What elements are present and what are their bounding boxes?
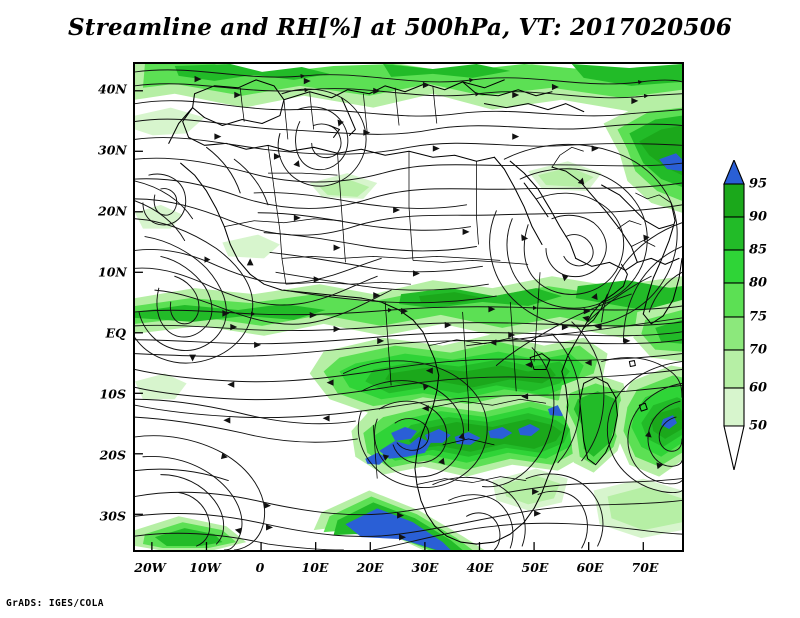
colorbar-seg-60-70 — [723, 349, 745, 389]
x-tick-label-0: 20W — [134, 560, 166, 575]
y-tick-label-5: 10S — [99, 386, 126, 402]
y-tick-label-6: 20S — [99, 447, 126, 463]
streamline-arrowheads — [189, 75, 664, 541]
axis-ticks — [135, 90, 644, 550]
rh-region-congo — [309, 333, 608, 414]
x-tick-label-5: 30E — [411, 560, 439, 575]
colorbar-label-80: 80 — [749, 275, 768, 291]
rh-cores-blue — [365, 404, 570, 465]
colorbar — [723, 160, 745, 470]
colorbar-label-75: 75 — [749, 309, 768, 325]
y-tick-label-1: 30N — [98, 142, 127, 158]
x-tick-label-3: 10E — [301, 560, 329, 575]
x-tick-label-8: 60E — [576, 560, 604, 575]
colorbar-label-95: 95 — [749, 176, 768, 192]
colorbar-label-60: 60 — [749, 380, 768, 396]
colorbar-seg-50-60 — [723, 387, 745, 427]
x-tick-label-2: 0 — [255, 560, 265, 575]
colorbar-labels: 95 90 85 80 75 70 60 50 — [749, 160, 797, 470]
colorbar-label-90: 90 — [749, 209, 768, 225]
y-tick-label-4: EQ — [105, 325, 126, 341]
y-tick-label-7: 30S — [99, 508, 126, 524]
rh-shading-layer — [135, 64, 682, 550]
colorbar-label-50: 50 — [749, 418, 768, 434]
colorbar-under-arrow — [723, 425, 745, 470]
colorbar-label-70: 70 — [749, 342, 768, 358]
y-tick-label-3: 10N — [98, 264, 127, 280]
map-canvas — [135, 64, 682, 550]
x-tick-label-7: 50E — [521, 560, 549, 575]
y-tick-label-2: 20N — [98, 203, 127, 219]
x-tick-label-6: 40E — [466, 560, 494, 575]
colorbar-seg-80-85 — [723, 249, 745, 284]
colorbar-seg-70-75 — [723, 316, 745, 351]
footer-credit: GrADS: IGES/COLA — [6, 598, 104, 609]
colorbar-seg-85-90 — [723, 216, 745, 251]
y-tick-label-0: 40N — [98, 81, 127, 97]
x-tick-label-9: 70E — [631, 560, 659, 575]
rh-band-northeast — [603, 97, 682, 213]
colorbar-label-85: 85 — [749, 242, 768, 258]
x-tick-label-4: 20E — [356, 560, 384, 575]
colorbar-seg-75-80 — [723, 282, 745, 318]
colorbar-seg-90-95 — [723, 183, 745, 218]
map-plot-area — [133, 62, 684, 552]
page-title: Streamline and RH[%] at 500hPa, VT: 2017… — [68, 14, 732, 41]
colorbar-over-arrow — [723, 160, 745, 185]
x-tick-label-1: 10W — [189, 560, 221, 575]
